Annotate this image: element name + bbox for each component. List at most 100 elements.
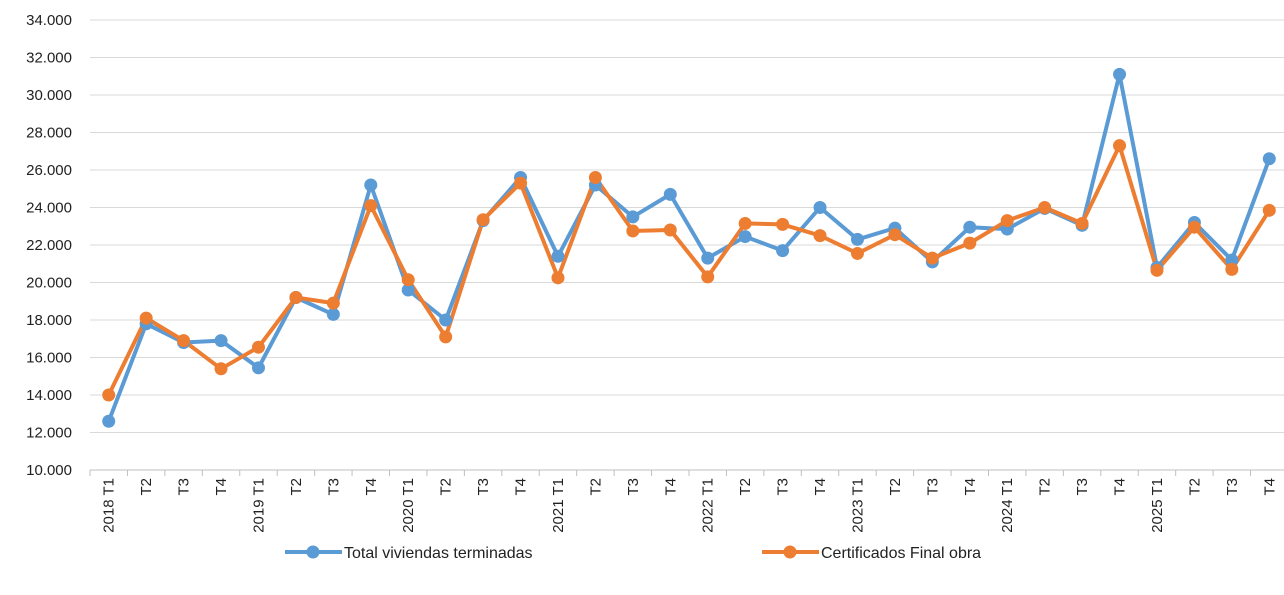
x-category-label: T3 [176, 478, 193, 496]
x-category-label: T3 [775, 478, 792, 496]
data-point [551, 249, 565, 263]
data-point [588, 171, 602, 184]
legend-marker [783, 545, 797, 559]
data-point [663, 187, 677, 201]
x-category-label: 2019 T1 [250, 478, 267, 533]
x-category-label: T2 [1186, 478, 1203, 496]
x-category-label: T4 [1261, 478, 1278, 496]
y-tick-label: 32.000 [26, 50, 72, 67]
data-point [813, 229, 827, 243]
data-point [813, 201, 827, 214]
y-tick-label: 30.000 [26, 87, 72, 104]
y-tick-label: 12.000 [26, 425, 72, 442]
x-category-label: T2 [438, 478, 455, 496]
x-category-label: T3 [1074, 478, 1091, 496]
legend-label: Certificados Final obra [821, 545, 981, 562]
x-category-label: T2 [887, 478, 904, 496]
data-point [364, 178, 378, 192]
legend: Total viviendas terminadas Certificados F… [285, 545, 981, 562]
data-point [401, 273, 415, 287]
legend-item-1: Total viviendas terminadas [285, 545, 533, 562]
series-line-1 [106, 72, 1272, 424]
data-point [177, 334, 191, 348]
x-category-label: 2024 T1 [999, 478, 1016, 533]
y-tick-label: 34.000 [26, 12, 72, 29]
y-tick-label: 26.000 [26, 162, 72, 179]
data-point [139, 311, 153, 325]
y-tick-label: 28.000 [26, 125, 72, 142]
legend-label: Total viviendas terminadas [344, 545, 533, 562]
data-point [401, 283, 415, 297]
x-category-label: T4 [363, 478, 380, 496]
series-layer [102, 67, 1276, 428]
data-point [738, 230, 752, 244]
x-category-label: T3 [1224, 478, 1241, 496]
data-point [701, 251, 715, 265]
x-category-label: T2 [138, 478, 155, 496]
data-point [1075, 216, 1089, 230]
y-tick-label: 22.000 [26, 237, 72, 254]
x-category-label: T4 [1112, 478, 1129, 496]
data-point [214, 334, 228, 348]
data-point [1150, 263, 1164, 277]
data-point [1225, 253, 1239, 267]
data-point [963, 220, 977, 234]
y-tick-label: 16.000 [26, 350, 72, 367]
x-category-label: T2 [1037, 478, 1054, 496]
x-category-label: T4 [513, 478, 530, 496]
data-point [776, 217, 790, 231]
data-point [626, 224, 640, 238]
data-point [439, 313, 453, 327]
data-point [439, 330, 453, 344]
data-point [1225, 262, 1239, 276]
legend-item-2: Certificados Final obra [762, 545, 981, 562]
data-point [551, 271, 565, 285]
x-category-label: 2023 T1 [849, 478, 866, 533]
data-point [663, 223, 677, 237]
data-point [850, 246, 864, 260]
data-point [1262, 152, 1276, 166]
x-category-label: T2 [587, 478, 604, 496]
data-point [251, 340, 265, 354]
data-point [1113, 139, 1127, 153]
x-category-label: 2018 T1 [101, 478, 118, 533]
data-point [888, 228, 902, 242]
x-category-label: 2025 T1 [1149, 478, 1166, 533]
x-category-label: 2021 T1 [550, 478, 567, 533]
data-point [850, 232, 864, 246]
x-category-label: T3 [475, 478, 492, 496]
data-point [214, 362, 228, 376]
data-point [738, 216, 752, 230]
axes: 10.000 12.000 14.000 16.000 18.000 20.000 22.0… [26, 12, 1278, 533]
data-point [1262, 203, 1276, 217]
data-point [925, 251, 939, 265]
y-tick-label: 18.000 [26, 312, 72, 329]
x-category-label: 2020 T1 [400, 478, 417, 533]
y-tick-label: 14.000 [26, 387, 72, 404]
data-point [102, 414, 116, 428]
x-category-label: T2 [288, 478, 305, 496]
legend-marker [306, 545, 320, 559]
data-point [1187, 220, 1201, 234]
y-tick-label: 10.000 [26, 462, 72, 479]
data-point [963, 236, 977, 250]
data-point [626, 210, 640, 224]
gridlines [90, 19, 1284, 471]
y-tick-label: 24.000 [26, 200, 72, 217]
x-category-label: T2 [737, 478, 754, 496]
data-point [476, 213, 490, 227]
y-tick-label: 20.000 [26, 275, 72, 292]
x-category-label: T3 [625, 478, 642, 496]
data-point [701, 270, 715, 284]
data-point [364, 199, 378, 213]
data-point [1000, 214, 1014, 228]
data-point [289, 291, 303, 304]
data-point [326, 296, 340, 310]
x-category-label: T4 [812, 478, 829, 496]
x-category-label: T4 [962, 478, 979, 496]
data-point [514, 176, 528, 190]
data-point [1113, 67, 1127, 81]
x-category-label: T4 [213, 478, 230, 496]
